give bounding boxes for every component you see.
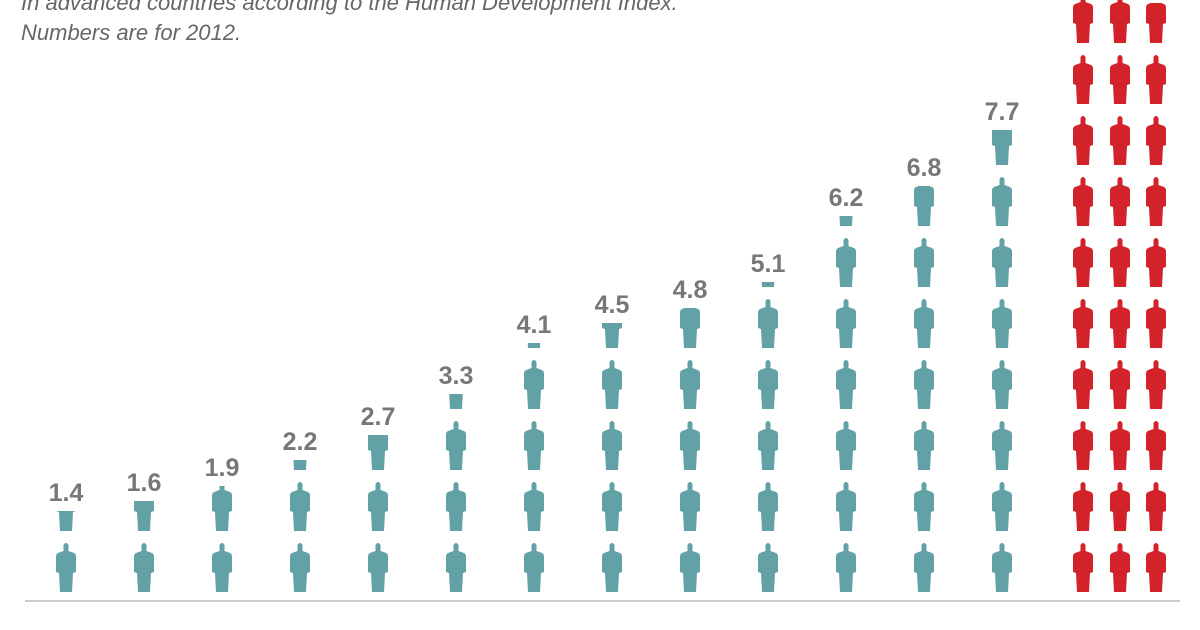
value-label: 1.4	[49, 479, 84, 507]
figure-mark	[1110, 299, 1130, 348]
figure-mark	[212, 543, 232, 592]
figure-mark	[914, 482, 934, 531]
figure-mark	[602, 421, 622, 470]
subtitle-line-1: In advanced countries according to the H…	[21, 0, 678, 15]
figure-mark	[1146, 55, 1166, 104]
value-label: 6.8	[907, 154, 942, 182]
figure-mark	[290, 543, 310, 592]
value-label: 4.1	[517, 311, 552, 339]
figure-mark	[1146, 116, 1166, 165]
figure-mark	[446, 543, 466, 592]
figure-mark	[446, 421, 466, 470]
figure-mark	[992, 543, 1012, 592]
figure-mark	[290, 482, 310, 531]
figure-mark	[1110, 55, 1130, 104]
figure-mark	[602, 543, 622, 592]
figure-mark	[1073, 299, 1093, 348]
figure-mark	[836, 482, 856, 531]
figure-mark	[1073, 482, 1093, 531]
figure-mark	[758, 360, 778, 409]
value-label: 5.1	[751, 250, 786, 278]
figure-mark	[368, 482, 388, 531]
value-label: 4.5	[595, 291, 630, 319]
figure-mark	[524, 421, 544, 470]
partial-figure-mark	[1146, 3, 1166, 43]
value-label: 4.8	[673, 276, 708, 304]
partial-figure-mark	[914, 186, 934, 226]
figure-mark	[914, 238, 934, 287]
figure-mark	[134, 543, 154, 592]
figure-mark	[836, 238, 856, 287]
figure-mark	[1146, 421, 1166, 470]
value-label: 3.3	[439, 362, 474, 390]
figure-mark	[524, 360, 544, 409]
figure-mark	[1073, 55, 1093, 104]
figure-mark	[1110, 482, 1130, 531]
figure-mark	[680, 543, 700, 592]
figure-mark	[914, 360, 934, 409]
figure-mark	[836, 421, 856, 470]
figure-mark	[1146, 482, 1166, 531]
figure-mark	[992, 482, 1012, 531]
figure-mark	[1073, 116, 1093, 165]
figure-mark	[1110, 543, 1130, 592]
figure-mark	[758, 482, 778, 531]
figure-mark	[836, 543, 856, 592]
subtitle-line-2: Numbers are for 2012.	[21, 20, 242, 45]
figure-mark	[1073, 0, 1093, 43]
figure-mark	[1146, 543, 1166, 592]
figure-mark	[914, 421, 934, 470]
figure-mark	[1146, 299, 1166, 348]
figure-mark	[1073, 360, 1093, 409]
figure-mark	[446, 482, 466, 531]
figure-mark	[1146, 177, 1166, 226]
figure-mark	[1110, 421, 1130, 470]
figure-mark	[758, 299, 778, 348]
partial-figure-mark	[212, 486, 232, 531]
figure-mark	[1073, 543, 1093, 592]
figure-mark	[992, 360, 1012, 409]
figure-mark	[602, 360, 622, 409]
figure-mark	[1073, 238, 1093, 287]
figure-mark	[56, 543, 76, 592]
figure-mark	[680, 482, 700, 531]
figure-mark	[1110, 360, 1130, 409]
figure-mark	[1073, 177, 1093, 226]
figure-mark	[992, 299, 1012, 348]
figure-mark	[524, 543, 544, 592]
figure-mark	[914, 543, 934, 592]
value-label: 2.7	[361, 403, 396, 431]
figure-mark	[1110, 0, 1130, 43]
figure-mark	[992, 421, 1012, 470]
figure-mark	[1110, 116, 1130, 165]
figure-mark	[1073, 421, 1093, 470]
figure-mark	[914, 299, 934, 348]
figure-mark	[680, 421, 700, 470]
figure-mark	[758, 421, 778, 470]
figure-mark	[992, 177, 1012, 226]
figure-mark	[992, 238, 1012, 287]
figure-mark	[758, 543, 778, 592]
figure-mark	[524, 482, 544, 531]
figure-mark	[1110, 177, 1130, 226]
partial-figure-mark	[680, 308, 700, 348]
value-label: 1.6	[127, 469, 162, 497]
value-label: 1.9	[205, 454, 240, 482]
figure-mark	[1146, 238, 1166, 287]
figure-mark	[680, 360, 700, 409]
figure-mark	[602, 482, 622, 531]
figure-mark	[836, 360, 856, 409]
value-label: 2.2	[283, 428, 318, 456]
value-label: 7.7	[985, 98, 1020, 126]
figure-mark	[1110, 238, 1130, 287]
figure-mark	[368, 543, 388, 592]
figure-mark	[1146, 360, 1166, 409]
figure-mark	[836, 299, 856, 348]
value-label: 6.2	[829, 184, 864, 212]
